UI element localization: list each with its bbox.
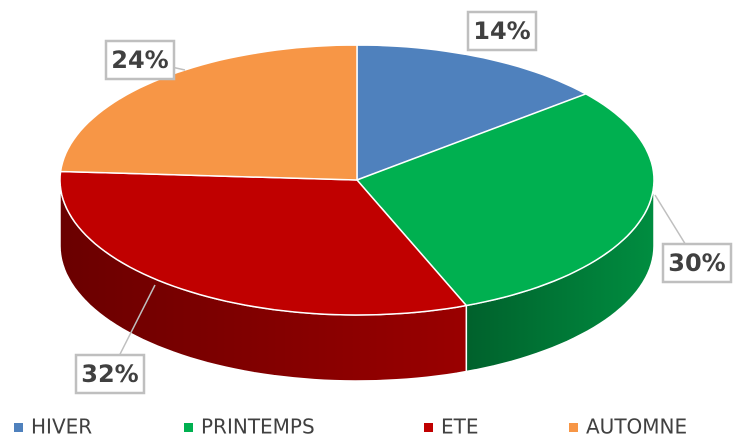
label-box bbox=[74, 353, 146, 395]
data-label: 30% bbox=[668, 249, 725, 277]
data-label: 14% bbox=[473, 17, 530, 45]
legend-label: AUTOMNE bbox=[586, 415, 687, 439]
legend-swatch bbox=[14, 423, 23, 432]
legend-label: HIVER bbox=[31, 415, 92, 439]
label-box bbox=[466, 10, 538, 52]
slice bbox=[59, 170, 468, 316]
legend-swatch bbox=[569, 423, 578, 432]
data-label: 32% bbox=[81, 360, 138, 388]
data-label: 24% bbox=[111, 46, 168, 74]
label-box bbox=[661, 242, 733, 284]
label-box bbox=[104, 39, 176, 81]
legend-swatch bbox=[184, 423, 193, 432]
legend-label: PRINTEMPS bbox=[201, 415, 315, 439]
slice bbox=[356, 44, 588, 182]
slice bbox=[59, 44, 358, 181]
legend-label: ETE bbox=[441, 415, 479, 439]
slice bbox=[355, 93, 655, 307]
legend-swatch bbox=[424, 423, 433, 432]
